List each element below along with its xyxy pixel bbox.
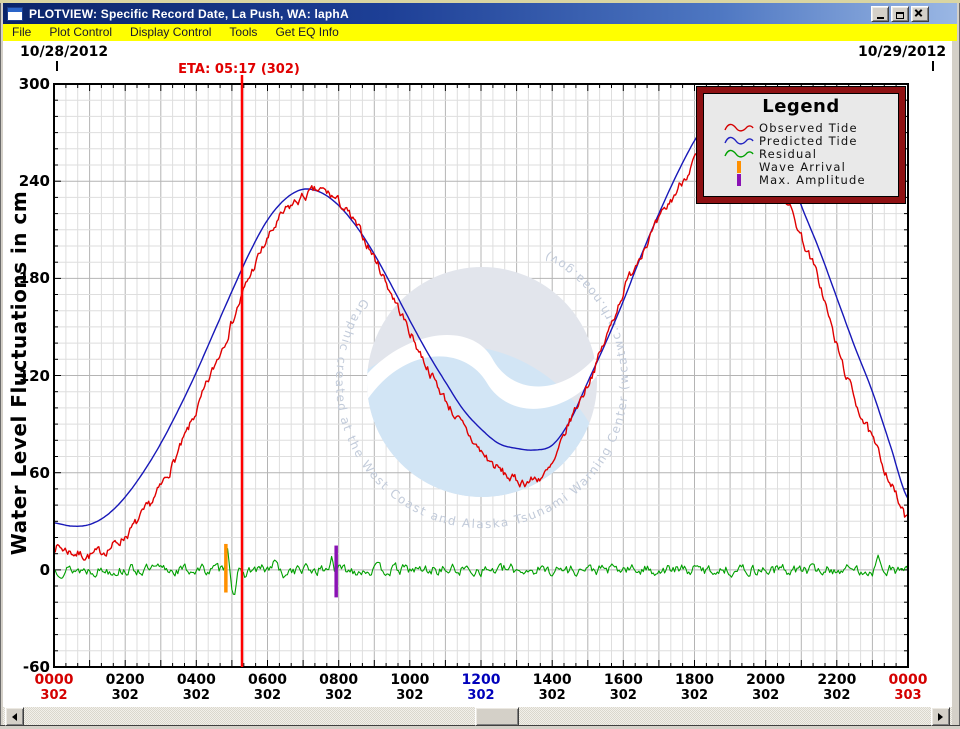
close-button[interactable] [911,6,929,22]
maximize-icon [896,12,904,19]
legend-item-label: Observed Tide [759,120,858,135]
x-tick-day: 302 [396,688,424,703]
legend-items: Observed Tide Predicted Tide Residual Wave … [703,120,899,187]
legend-item-label: Residual [759,146,818,161]
arrow-right-icon [938,712,947,721]
maximize-button[interactable] [891,6,909,22]
x-tick-0400-302: 0400 302 [164,672,228,704]
x-tick-day: 302 [182,688,210,703]
x-tick-2200-302: 2200 302 [805,672,869,704]
y-tick-label: 300 [18,75,50,94]
x-tick-day: 302 [609,688,637,703]
residual-swatch-icon [719,148,759,160]
max-amplitude-swatch-icon [719,173,759,186]
arrow-left-icon [8,712,17,721]
minimize-button[interactable] [871,6,889,22]
residual-line [53,548,909,595]
x-tick-time: 1200 [461,672,501,688]
scroll-thumb[interactable] [475,707,519,726]
menu-bar: File Plot Control Display Control Tools Get … [3,24,957,41]
x-tick-time: 0000 [34,672,74,688]
x-tick-1600-302: 1600 302 [591,672,655,704]
date-tick-right [932,61,934,71]
x-tick-time: 0600 [248,672,287,688]
plot-border [53,83,909,668]
x-tick-0000-303: 0000 303 [876,672,940,704]
legend-item-label: Predicted Tide [759,133,858,148]
x-tick-day: 302 [752,688,780,703]
wave-arrival-swatch-icon [719,160,759,173]
y-tick-label: 180 [18,269,50,288]
x-tick-0200-302: 0200 302 [93,672,157,704]
scroll-left-button[interactable] [5,707,24,726]
x-tick-time: 0000 [888,672,928,688]
eta-label: ETA: 05:17 (302) [178,62,300,77]
x-tick-1800-302: 1800 302 [663,672,727,704]
app-icon [7,6,23,21]
x-tick-day: 303 [894,688,922,703]
x-tick-time: 1400 [532,672,572,688]
x-tick-time: 0200 [105,672,145,688]
x-tick-1200-302: 1200 302 [449,672,513,704]
menu-item-file[interactable]: File [12,25,32,39]
scroll-right-button[interactable] [931,707,950,726]
x-tick-day: 302 [823,688,851,703]
x-tick-time: 1000 [390,672,430,688]
legend-item-residual: Residual [703,146,899,161]
x-tick-time: 1800 [675,672,714,688]
predicted-tide-swatch-icon [719,135,759,147]
y-tick-label: 120 [18,366,50,385]
horizontal-scrollbar[interactable] [3,707,952,726]
menu-item-plot-control[interactable]: Plot Control [49,25,113,39]
x-tick-day: 302 [538,688,566,703]
title-bar[interactable]: PLOTVIEW: Specific Record Date, La Push,… [3,3,957,24]
x-tick-day: 302 [40,688,68,703]
x-tick-day: 302 [111,688,139,703]
x-tick-0000-302: 0000 302 [22,672,86,704]
legend-item-label: Max. Amplitude [759,172,866,187]
date-label-right: 10/29/2012 [858,44,947,60]
x-tick-2000-302: 2000 302 [734,672,798,704]
y-tick-label: 60 [29,463,50,482]
legend-title: Legend [762,96,840,117]
x-tick-time: 1600 [603,672,643,688]
y-tick-label: -60 [22,658,50,677]
x-tick-0800-302: 0800 302 [307,672,371,704]
x-tick-day: 302 [680,688,709,703]
window-controls [871,6,929,22]
legend-item-max-amplitude: Max. Amplitude [703,172,899,187]
legend-item-predicted-tide: Predicted Tide [703,133,899,148]
x-tick-day: 302 [325,688,353,703]
legend-item-wave-arrival: Wave Arrival [703,159,899,174]
legend-box: Legend Observed Tide Predicted Tide Residu… [697,87,905,203]
x-tick-1400-302: 1400 302 [520,672,584,704]
y-tick-label: 0 [39,560,50,579]
menu-item-get-eq-info[interactable]: Get EQ Info [275,25,339,39]
x-tick-time: 0800 [319,672,359,688]
y-tick-label: 240 [18,172,50,191]
menu-item-display-control[interactable]: Display Control [130,25,212,39]
window-title: PLOTVIEW: Specific Record Date, La Push,… [29,6,349,21]
legend-item-observed-tide: Observed Tide [703,120,899,135]
minimize-icon [876,17,884,19]
observed-tide-swatch-icon [719,122,759,134]
legend-item-label: Wave Arrival [759,159,846,174]
x-tick-time: 0400 [176,672,216,688]
x-tick-time: 2200 [817,672,857,688]
date-label-left: 10/28/2012 [20,44,109,60]
top-strip [0,0,960,3]
x-tick-day: 302 [253,688,282,703]
x-tick-1000-302: 1000 302 [378,672,442,704]
x-tick-time: 2000 [746,672,786,688]
menu-item-tools[interactable]: Tools [229,25,258,39]
x-tick-day: 302 [467,688,495,703]
date-tick-left [56,61,58,71]
x-tick-0600-302: 0600 302 [236,672,300,704]
